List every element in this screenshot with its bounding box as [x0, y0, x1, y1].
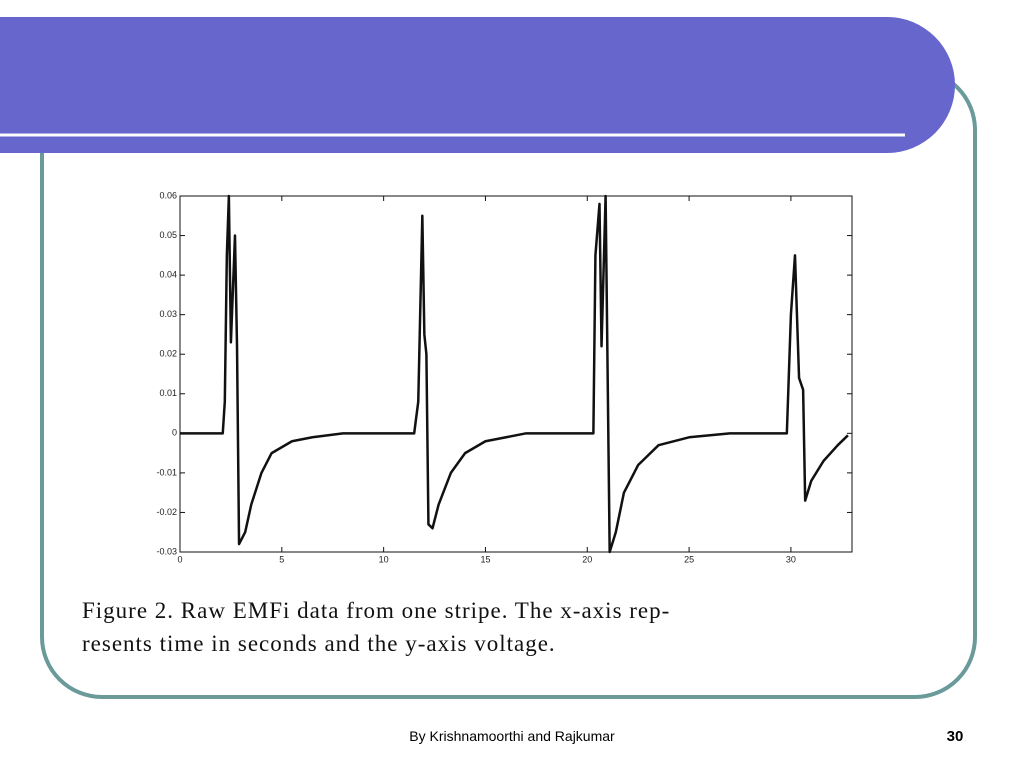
y-tick-label: 0.05	[159, 230, 177, 240]
y-tick-label: 0.06	[159, 190, 177, 200]
x-tick-label: 15	[480, 554, 490, 564]
caption-line: Figure 2. Raw EMFi data from one stripe.…	[82, 598, 670, 623]
header-bar	[0, 17, 955, 153]
y-tick-label: 0	[172, 428, 177, 438]
signal-line	[180, 194, 849, 554]
y-tick-label: 0.01	[159, 388, 177, 398]
y-tick-label: 0.03	[159, 309, 177, 319]
x-tick-label: 0	[177, 554, 182, 564]
y-tick-label: -0.01	[156, 467, 177, 477]
y-tick-label: -0.03	[156, 546, 177, 556]
caption-line: resents time in seconds and the y-axis v…	[82, 631, 556, 656]
x-tick-label: 30	[786, 554, 796, 564]
footer: By Krishnamoorthi and Rajkumar	[409, 728, 615, 744]
x-tick-label: 5	[279, 554, 284, 564]
x-tick-label: 25	[684, 554, 694, 564]
x-tick-label: 10	[379, 554, 389, 564]
y-tick-label: 0.02	[159, 349, 177, 359]
x-tick-label: 20	[582, 554, 592, 564]
plot-frame	[179, 195, 853, 553]
y-tick-label: 0.04	[159, 269, 177, 279]
page-number: 30	[947, 728, 964, 745]
y-tick-label: -0.02	[156, 507, 177, 517]
